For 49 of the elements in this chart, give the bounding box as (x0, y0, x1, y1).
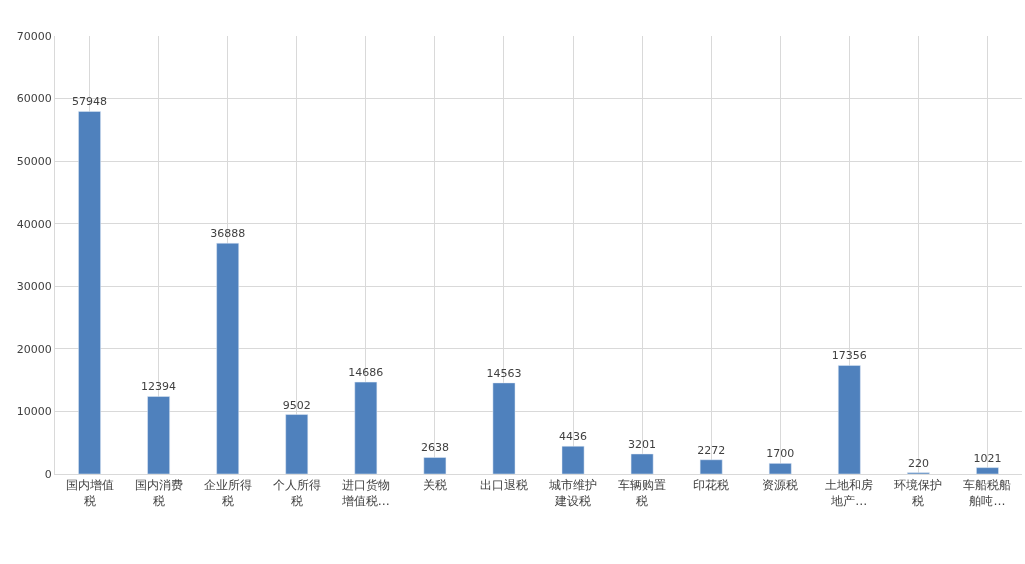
y-tick-label: 50000 (16, 154, 52, 168)
data-label: 2272 (697, 443, 726, 457)
y-tick-label: 10000 (16, 405, 52, 419)
data-label: 14563 (486, 366, 522, 380)
data-label: 4436 (559, 430, 588, 444)
x-tick-label: 资源税 (762, 478, 799, 493)
data-label: 9502 (282, 398, 311, 412)
x-tick-label: 国内消费税 (134, 478, 183, 508)
data-label: 36888 (210, 227, 246, 241)
y-tick-label: 0 (44, 467, 52, 481)
x-tick-label: 关税 (422, 478, 447, 493)
bar (838, 365, 861, 474)
data-label: 3201 (628, 437, 657, 451)
x-tick-label: 个人所得税 (272, 478, 321, 508)
data-label: 1700 (766, 447, 795, 461)
data-label: 17356 (831, 349, 867, 363)
bar (630, 453, 654, 474)
y-tick-label: 30000 (16, 280, 52, 294)
bar (561, 445, 585, 474)
data-label: 1021 (973, 451, 1002, 465)
data-label: 2638 (420, 441, 449, 455)
x-tick-label: 土地和房地产… (825, 478, 874, 508)
y-tick-label: 70000 (16, 29, 52, 43)
bar (492, 382, 516, 474)
bar (285, 414, 309, 474)
data-label: 57948 (72, 95, 108, 109)
bar (78, 111, 101, 474)
data-label: 220 (907, 456, 929, 470)
bar (147, 396, 170, 474)
x-tick-label: 出口退税 (479, 478, 528, 493)
x-tick-label: 国内增值税 (65, 478, 114, 508)
x-tick-label: 企业所得税 (203, 478, 252, 508)
data-label: 12394 (141, 380, 177, 394)
x-tick-label: 车船税船舶吨… (963, 478, 1012, 508)
bar (423, 457, 447, 474)
y-tick-label: 20000 (16, 342, 52, 356)
y-tick-label: 40000 (16, 217, 52, 231)
y-tick-label: 60000 (16, 92, 52, 106)
bar (216, 242, 239, 474)
x-tick-label: 城市维护建设税 (548, 478, 598, 508)
x-tick-label: 环境保护税 (894, 478, 943, 508)
x-tick-label: 车辆购置税 (618, 478, 667, 508)
data-label: 14686 (348, 366, 384, 380)
bar (768, 463, 792, 474)
bar (699, 459, 723, 474)
bar (354, 381, 378, 474)
x-tick-label: 印花税 (693, 478, 730, 493)
x-tick-label: 进口货物增值税… (340, 478, 390, 508)
bar (976, 467, 999, 474)
